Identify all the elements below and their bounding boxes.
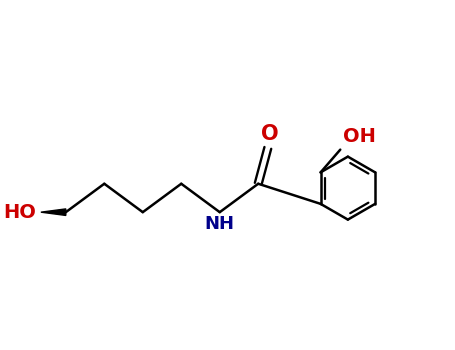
Text: HO: HO	[4, 203, 36, 222]
Text: NH: NH	[205, 215, 235, 233]
Text: OH: OH	[343, 127, 376, 146]
Text: O: O	[261, 124, 278, 144]
Polygon shape	[41, 209, 66, 216]
